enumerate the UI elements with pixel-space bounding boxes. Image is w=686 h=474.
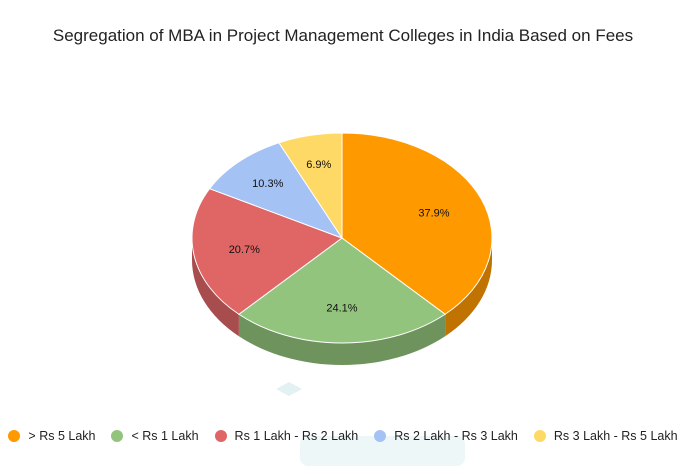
legend-item[interactable]: Rs 3 Lakh - Rs 5 Lakh (533, 429, 678, 443)
legend-label: < Rs 1 Lakh (131, 429, 199, 443)
legend-item[interactable]: > Rs 5 Lakh (8, 429, 95, 443)
pie-slice-2[interactable] (191, 188, 344, 315)
legend-swatch (214, 430, 227, 442)
pie-slice-4[interactable] (278, 132, 343, 240)
legend-swatch (111, 430, 124, 442)
legend-label: Rs 1 Lakh - Rs 2 Lakh (234, 429, 359, 443)
legend-swatch (8, 430, 21, 442)
watermark-cap-icon (276, 382, 302, 396)
pie-slice-1[interactable] (238, 237, 446, 344)
legend-label: > Rs 5 Lakh (28, 429, 96, 443)
legend-label: Rs 3 Lakh - Rs 5 Lakh (553, 429, 678, 443)
data-label: 24.1% (326, 302, 357, 314)
pie-side-0 (445, 238, 492, 337)
legend-item[interactable]: Rs 1 Lakh - Rs 2 Lakh (214, 429, 359, 443)
legend-item[interactable]: < Rs 1 Lakh (111, 429, 199, 443)
legend: > Rs 5 Lakh < Rs 1 Lakh Rs 1 Lakh - Rs 2 L… (0, 429, 686, 443)
legend-swatch (374, 430, 387, 442)
legend-item[interactable]: Rs 2 Lakh - Rs 3 Lakh (374, 429, 518, 443)
legend-label: Rs 2 Lakh - Rs 3 Lakh (394, 429, 518, 443)
data-label: 10.3% (252, 178, 283, 190)
legend-swatch (533, 430, 546, 442)
pie-side-2 (192, 238, 239, 337)
pie-slice-0[interactable] (341, 132, 493, 315)
data-label: 6.9% (306, 159, 331, 171)
chart-title: Segregation of MBA in Project Management… (52, 26, 634, 45)
pie-slice-3[interactable] (208, 142, 344, 240)
data-label: 20.7% (229, 244, 260, 256)
data-label: 37.9% (418, 207, 449, 219)
pie-side-1 (238, 314, 446, 365)
